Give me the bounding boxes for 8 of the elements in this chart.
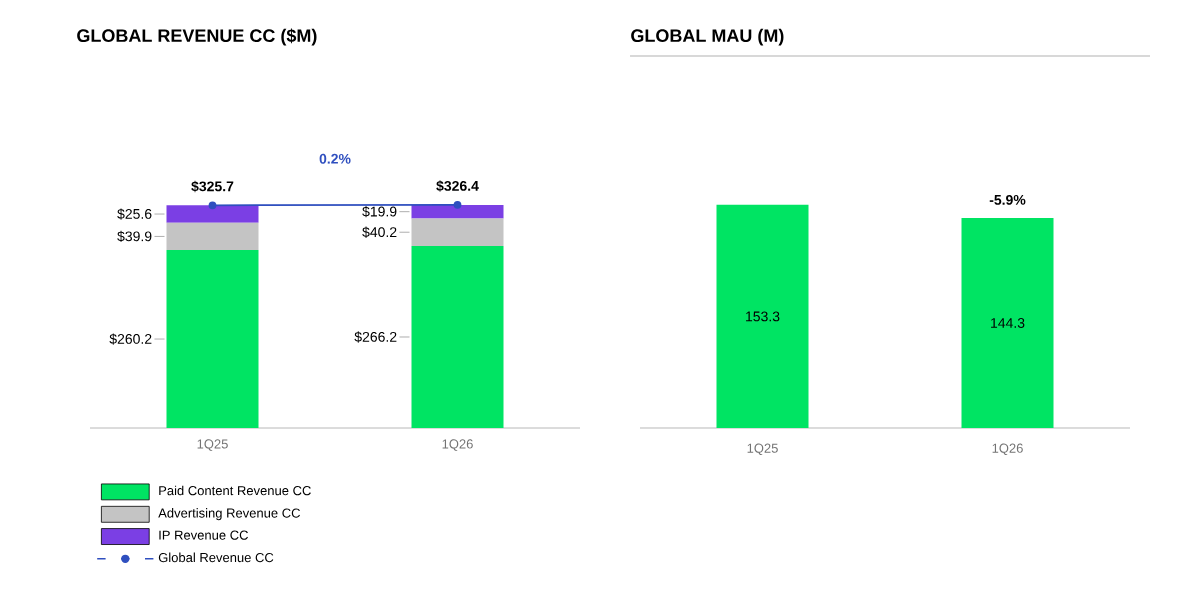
bar <box>166 250 259 428</box>
bar <box>411 245 504 428</box>
text: GLOBAL REVENUE CC ($M) <box>77 28 317 46</box>
bar <box>411 204 504 219</box>
bar <box>166 222 259 251</box>
bar <box>166 205 259 223</box>
chart-title: GLOBAL MAU (M) <box>631 28 784 46</box>
bar <box>411 218 504 246</box>
